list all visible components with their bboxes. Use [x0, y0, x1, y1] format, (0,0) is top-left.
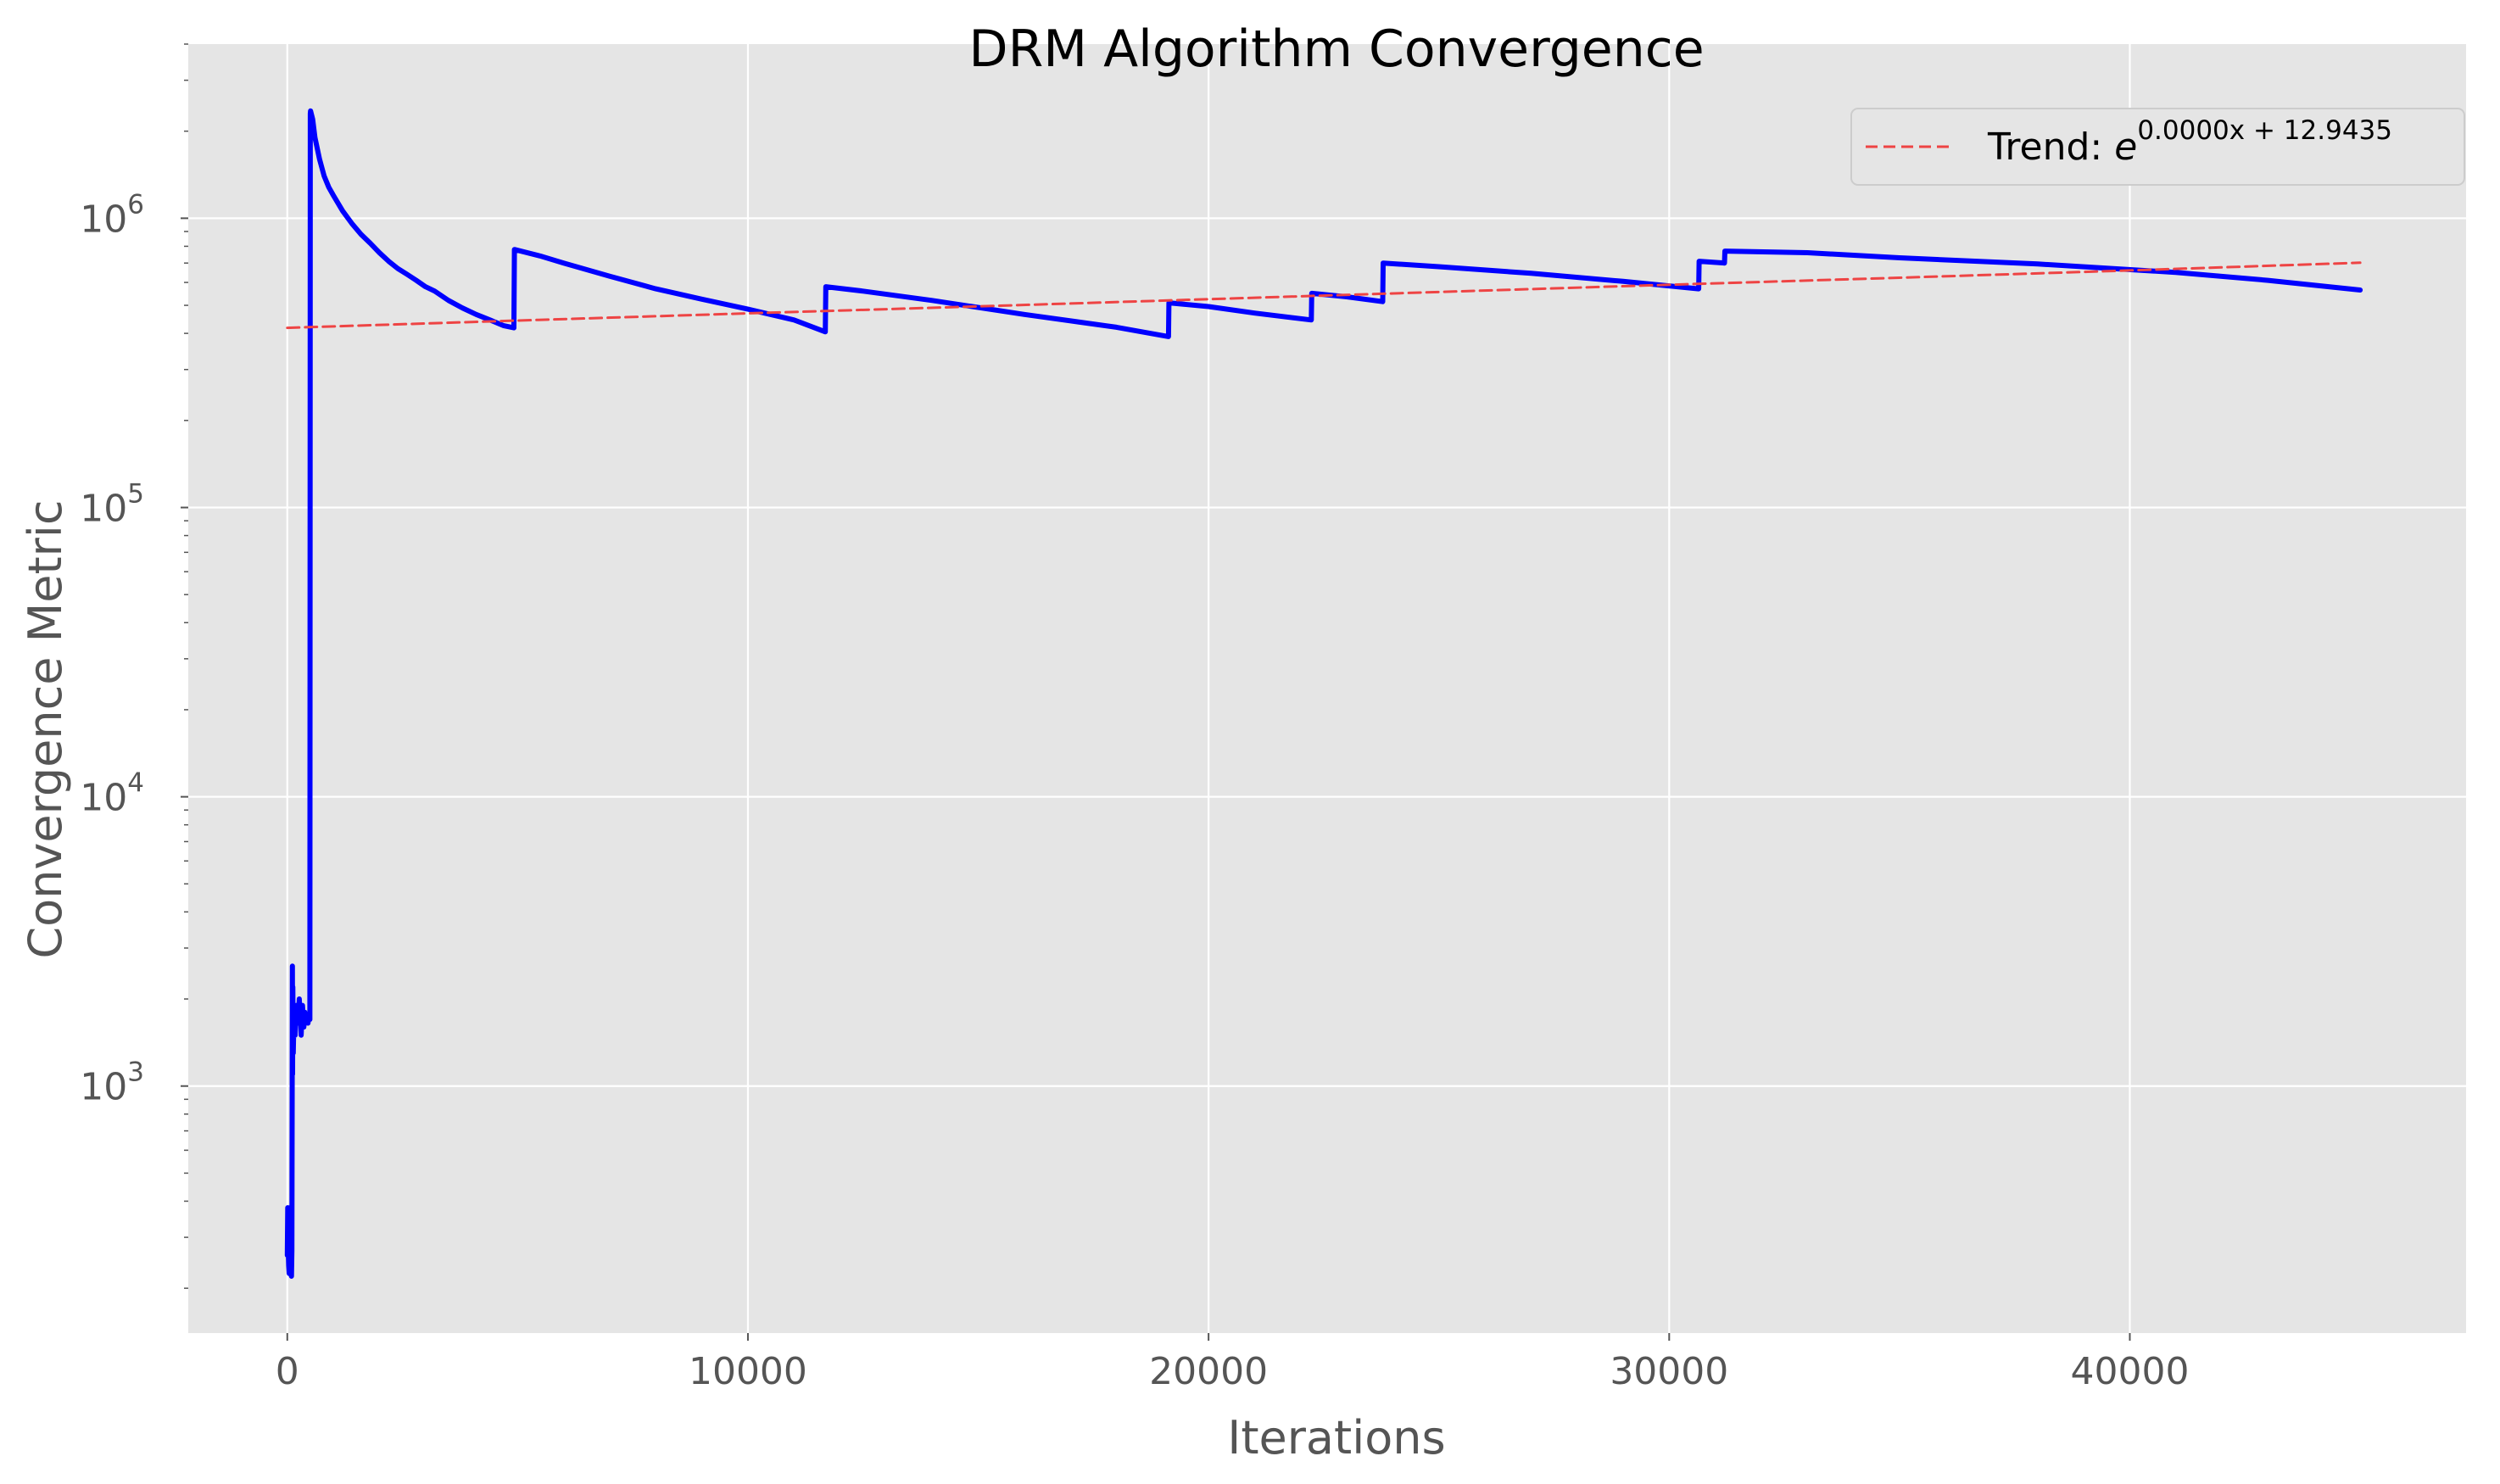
x-tick-label: 20000 [1149, 1350, 1268, 1393]
y-tick-exponent: 6 [127, 189, 144, 220]
y-tick-exponent: 4 [127, 768, 144, 799]
y-tick-exponent: 3 [127, 1057, 144, 1088]
minor-ticks [184, 43, 188, 1289]
plot-background [188, 44, 2466, 1333]
x-tick-label: 0 [276, 1350, 299, 1393]
y-tick-label: 105 [80, 478, 144, 530]
x-axis-label: Iterations [1227, 1411, 1445, 1464]
convergence-line [284, 108, 2363, 1279]
y-tick-base: 10 [80, 198, 127, 241]
legend-base: e [2114, 126, 2137, 169]
y-tick-label: 103 [80, 1057, 144, 1109]
y-tick-base: 10 [80, 777, 127, 820]
chart-title: DRM Algorithm Convergence [968, 20, 1704, 79]
series-layer [284, 108, 2363, 1279]
x-tick-label: 10000 [689, 1350, 807, 1393]
y-tick-base: 10 [80, 1066, 127, 1109]
x-tick-label: 30000 [1610, 1350, 1728, 1393]
y-tick-base: 10 [80, 487, 127, 530]
legend-box [1850, 108, 2465, 186]
y-tick-exponent: 5 [127, 478, 144, 509]
legend: Trend: e0.0000x + 12.9435 [1850, 108, 2465, 186]
grid-lines [188, 44, 2466, 1333]
y-tick-label: 106 [80, 189, 144, 241]
trend-line [286, 261, 2362, 330]
x-axis-ticks: 0 10000 20000 30000 40000 [276, 1333, 2189, 1393]
x-tick-label: 40000 [2070, 1350, 2189, 1393]
legend-exponent: 0.0000x + 12.9435 [2137, 115, 2392, 146]
y-tick-label: 104 [80, 768, 144, 820]
legend-prefix: Trend: [1987, 126, 2114, 169]
legend-label-trend: Trend: e0.0000x + 12.9435 [1987, 115, 2392, 169]
y-axis-label: Convergence Metric [19, 499, 72, 958]
